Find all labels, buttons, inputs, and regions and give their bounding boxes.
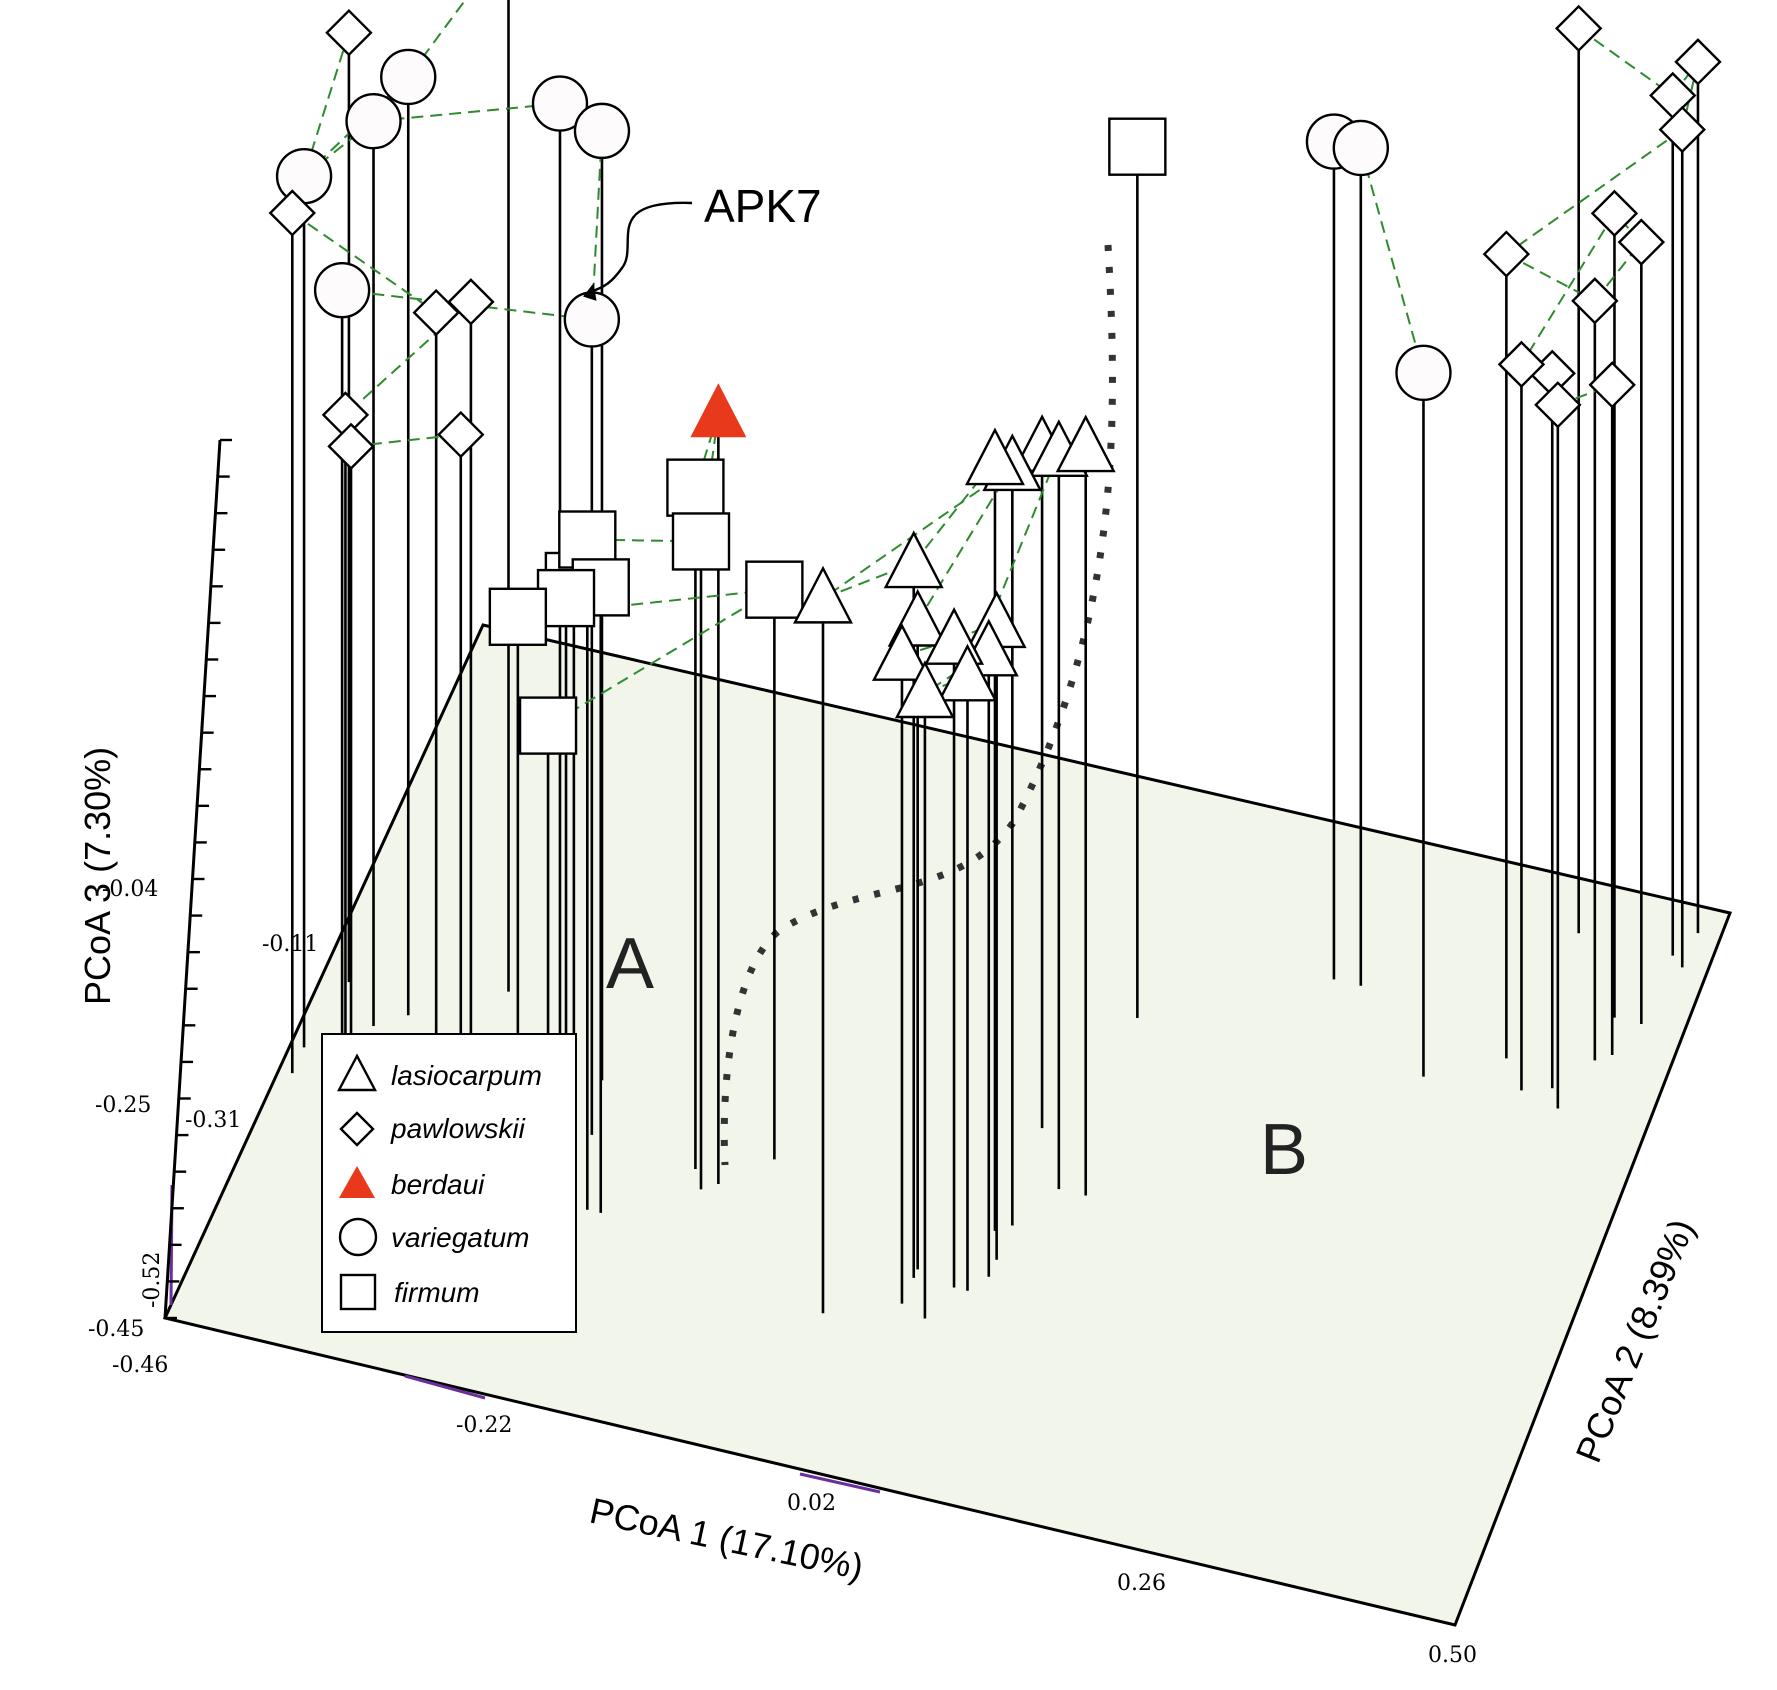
network-link-pawlowskii xyxy=(1578,27,1674,97)
z-tick-label: -0.04 xyxy=(102,877,158,902)
z-tick-label: -0.25 xyxy=(95,1093,151,1118)
point-pawlowskii xyxy=(1658,105,1706,154)
legend-marker-variegatum xyxy=(338,1217,378,1257)
network-link-firmum xyxy=(547,588,775,727)
point-pawlowskii xyxy=(327,422,375,471)
network-link-variegatum xyxy=(373,102,561,123)
point-firmum xyxy=(671,512,731,571)
point-firmum xyxy=(745,560,804,619)
network-link-lasiocarpum xyxy=(916,465,1014,623)
point-lasiocarpum xyxy=(883,530,944,589)
axis-accent xyxy=(404,1374,486,1400)
point-firmum xyxy=(1108,117,1167,176)
point-variegatum xyxy=(573,102,631,160)
point-pawlowskii xyxy=(1534,381,1582,429)
point-variegatum xyxy=(345,93,402,150)
point-variegatum xyxy=(531,75,589,132)
legend-marker-firmum xyxy=(339,1273,377,1311)
point-pawlowskii xyxy=(1482,230,1531,278)
legend-label-berdaui: berdaui xyxy=(391,1169,485,1200)
point-variegatum xyxy=(313,261,371,319)
point-variegatum xyxy=(275,147,333,205)
point-variegatum xyxy=(380,48,437,106)
region-label-a: A xyxy=(606,924,654,1004)
point-pawlowskii xyxy=(1617,218,1666,266)
point-firmum xyxy=(518,696,578,755)
point-pawlowskii xyxy=(412,288,460,337)
legend-label-variegatum: variegatum xyxy=(391,1222,530,1253)
z-tick-label: -0.52 xyxy=(140,1252,165,1308)
point-pawlowskii xyxy=(437,410,485,459)
point-lasiocarpum xyxy=(793,565,853,624)
point-variegatum xyxy=(1395,344,1452,402)
y-tick-label: -0.11 xyxy=(262,932,318,957)
network-link-lasiocarpum xyxy=(912,459,996,564)
point-berdaui xyxy=(690,383,747,438)
point-pawlowskii xyxy=(325,9,373,57)
point-firmum xyxy=(536,568,596,628)
y-tick-label: -0.31 xyxy=(185,1108,241,1133)
legend-label-firmum: firmum xyxy=(394,1277,480,1308)
network-link-pawlowskii xyxy=(1505,128,1683,255)
axis-accent xyxy=(799,1472,881,1494)
annotation-arrow xyxy=(589,201,693,294)
x-tick-label: 0.50 xyxy=(1428,1643,1477,1668)
region-label-b: B xyxy=(1260,1110,1308,1190)
base-plane xyxy=(162,623,1733,1627)
legend-marker-pawlowskii xyxy=(339,1111,375,1147)
point-pawlowskii xyxy=(1649,71,1697,120)
point-firmum xyxy=(488,587,548,646)
network-link-variegatum xyxy=(1359,147,1425,374)
markers-layer xyxy=(268,4,1722,755)
point-pawlowskii xyxy=(447,278,495,326)
point-pawlowskii xyxy=(1590,189,1639,238)
point-pawlowskii xyxy=(1554,4,1603,53)
network-link-pawlowskii xyxy=(1520,212,1616,365)
point-pawlowskii xyxy=(1497,340,1546,389)
legend-marker-lasiocarpum xyxy=(337,1053,377,1092)
point-variegatum xyxy=(1332,119,1390,177)
stems-layer xyxy=(290,0,1700,1319)
legend-marker-berdaui xyxy=(339,1166,375,1198)
point-variegatum xyxy=(563,291,621,348)
network-link-variegatum xyxy=(303,120,375,177)
x-tick-label: -0.46 xyxy=(112,1353,168,1378)
y-tick-label: -0.45 xyxy=(88,1317,144,1342)
legend-label-pawlowskii: pawlowskii xyxy=(390,1113,526,1144)
point-pawlowskii xyxy=(1588,361,1636,409)
point-lasiocarpum xyxy=(1055,414,1116,473)
point-pawlowskii xyxy=(1571,277,1619,325)
x-tick-label: 0.02 xyxy=(787,1491,836,1516)
legend: lasiocarpum pawlowskii berdaui variegatu… xyxy=(321,1033,577,1333)
x-tick-label: -0.22 xyxy=(456,1413,512,1438)
x-tick-label: 0.26 xyxy=(1117,1571,1166,1596)
annotation-label: APK7 xyxy=(704,180,822,232)
point-lasiocarpum xyxy=(964,427,1025,486)
point-lasiocarpum xyxy=(937,643,998,702)
point-pawlowskii xyxy=(1674,38,1722,86)
point-lasiocarpum xyxy=(894,660,955,719)
point-pawlowskii xyxy=(268,189,316,237)
z-axis-title: PCoA 3 (7.30%) xyxy=(77,747,118,1005)
point-lasiocarpum xyxy=(871,623,932,681)
legend-label-lasiocarpum: lasiocarpum xyxy=(391,1060,542,1091)
z-axis-ticks xyxy=(165,438,232,1320)
annotation-arrowhead xyxy=(583,283,597,301)
network-link-pawlowskii xyxy=(291,212,437,314)
point-firmum xyxy=(666,458,725,517)
